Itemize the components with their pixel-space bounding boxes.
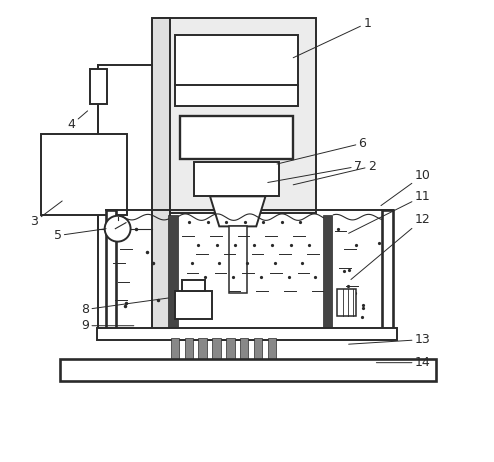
Text: 8: 8 — [82, 298, 168, 316]
Text: 3: 3 — [31, 201, 62, 228]
Text: 7: 7 — [268, 160, 362, 182]
Bar — [175, 291, 212, 319]
Text: 12: 12 — [351, 213, 430, 280]
Text: 5: 5 — [53, 229, 106, 242]
Bar — [229, 226, 247, 293]
Bar — [212, 338, 221, 360]
Polygon shape — [210, 196, 265, 226]
Bar — [41, 134, 127, 215]
Bar — [226, 338, 235, 360]
Bar — [337, 289, 356, 316]
Bar — [175, 35, 298, 106]
Bar — [182, 280, 206, 291]
Bar — [152, 18, 170, 337]
Bar — [180, 116, 293, 159]
Bar — [382, 210, 393, 330]
Bar — [168, 215, 178, 330]
Text: 14: 14 — [376, 356, 430, 369]
Bar — [171, 338, 179, 360]
Text: 6: 6 — [277, 137, 367, 164]
Bar — [323, 215, 332, 330]
Bar — [185, 338, 193, 360]
Text: 11: 11 — [349, 190, 430, 233]
Bar — [240, 338, 248, 360]
Bar — [268, 338, 276, 360]
Text: 1: 1 — [293, 17, 371, 58]
Bar — [106, 210, 116, 330]
Bar — [90, 69, 107, 104]
Circle shape — [105, 216, 130, 242]
Bar — [60, 359, 436, 381]
Bar — [159, 18, 316, 213]
Bar — [199, 338, 207, 360]
Text: 9: 9 — [82, 319, 134, 332]
Text: 13: 13 — [349, 333, 430, 346]
Text: 2: 2 — [293, 160, 375, 185]
Bar — [194, 162, 279, 196]
Bar — [254, 338, 262, 360]
Text: 4: 4 — [68, 111, 87, 131]
Text: 10: 10 — [381, 169, 430, 206]
Bar — [97, 328, 397, 340]
